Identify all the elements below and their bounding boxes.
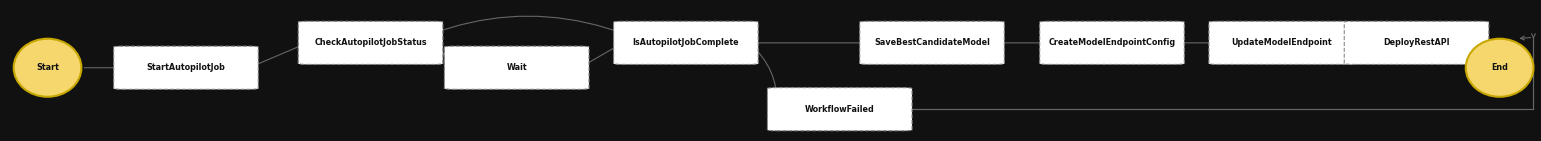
FancyBboxPatch shape	[444, 46, 589, 89]
FancyBboxPatch shape	[860, 21, 1005, 64]
Text: WorkflowFailed: WorkflowFailed	[804, 105, 875, 114]
FancyBboxPatch shape	[767, 88, 912, 131]
Text: CreateModelEndpointConfig: CreateModelEndpointConfig	[1048, 38, 1176, 47]
Text: UpdateModelEndpoint: UpdateModelEndpoint	[1231, 38, 1331, 47]
Text: SaveBestCandidateModel: SaveBestCandidateModel	[874, 38, 989, 47]
FancyBboxPatch shape	[1040, 21, 1185, 64]
Text: End: End	[1492, 63, 1509, 72]
FancyBboxPatch shape	[114, 46, 259, 89]
Text: StartAutopilotJob: StartAutopilotJob	[146, 63, 225, 72]
Text: Start: Start	[35, 63, 59, 72]
Ellipse shape	[14, 39, 82, 97]
FancyBboxPatch shape	[1208, 21, 1353, 64]
Text: CheckAutopilotJobStatus: CheckAutopilotJobStatus	[314, 38, 427, 47]
FancyBboxPatch shape	[299, 21, 442, 64]
Text: IsAutopilotJobComplete: IsAutopilotJobComplete	[633, 38, 740, 47]
FancyBboxPatch shape	[1344, 21, 1489, 64]
FancyBboxPatch shape	[613, 21, 758, 64]
Ellipse shape	[1465, 39, 1533, 97]
Text: DeployRestAPI: DeployRestAPI	[1384, 38, 1450, 47]
Text: Wait: Wait	[507, 63, 527, 72]
